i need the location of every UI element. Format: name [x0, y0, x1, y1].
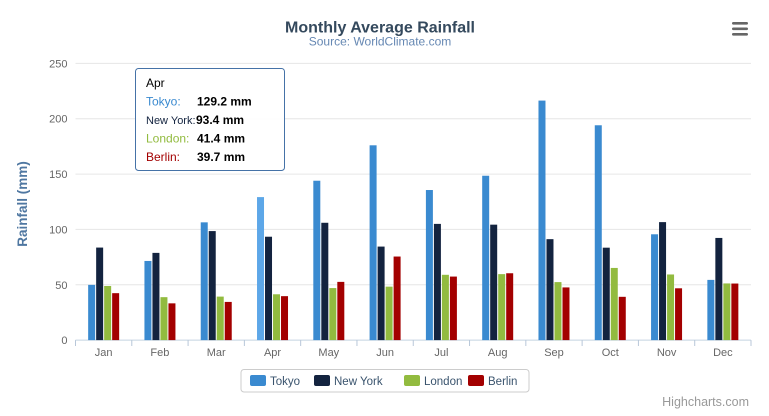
svg-text:41.4 mm: 41.4 mm: [197, 132, 245, 146]
svg-text:Source: WorldClimate.com: Source: WorldClimate.com: [309, 35, 452, 49]
svg-text:May: May: [318, 347, 339, 359]
svg-text:39.7 mm: 39.7 mm: [197, 150, 245, 164]
svg-text:150: 150: [49, 169, 67, 181]
svg-text:Apr: Apr: [146, 76, 165, 90]
svg-text:Tokyo: Tokyo: [270, 376, 300, 388]
svg-text:50: 50: [55, 280, 67, 292]
svg-text:129.2 mm: 129.2 mm: [197, 95, 252, 109]
svg-text:0: 0: [61, 335, 67, 347]
svg-text:Dec: Dec: [713, 347, 733, 359]
svg-text:Jun: Jun: [376, 347, 394, 359]
svg-text:Berlin: Berlin: [488, 376, 517, 388]
svg-text:London:: London:: [146, 132, 189, 146]
svg-text:Apr: Apr: [264, 347, 281, 359]
svg-text:Rainfall (mm): Rainfall (mm): [15, 161, 30, 247]
svg-text:New York:: New York:: [146, 115, 196, 127]
svg-text:93.4 mm: 93.4 mm: [196, 113, 244, 127]
svg-text:Jul: Jul: [434, 347, 448, 359]
svg-text:Sep: Sep: [544, 347, 564, 359]
svg-text:Feb: Feb: [150, 347, 169, 359]
svg-text:Highcharts.com: Highcharts.com: [662, 395, 749, 409]
svg-text:Tokyo:: Tokyo:: [146, 95, 181, 109]
svg-text:Nov: Nov: [657, 347, 677, 359]
svg-text:100: 100: [49, 224, 67, 236]
svg-text:Aug: Aug: [488, 347, 508, 359]
svg-text:Berlin:: Berlin:: [146, 150, 180, 164]
svg-text:New York: New York: [334, 376, 383, 388]
svg-text:Jan: Jan: [95, 347, 113, 359]
svg-text:250: 250: [49, 58, 67, 70]
svg-text:Mar: Mar: [207, 347, 226, 359]
svg-text:Oct: Oct: [602, 347, 619, 359]
svg-text:200: 200: [49, 114, 67, 126]
svg-text:London: London: [424, 376, 462, 388]
